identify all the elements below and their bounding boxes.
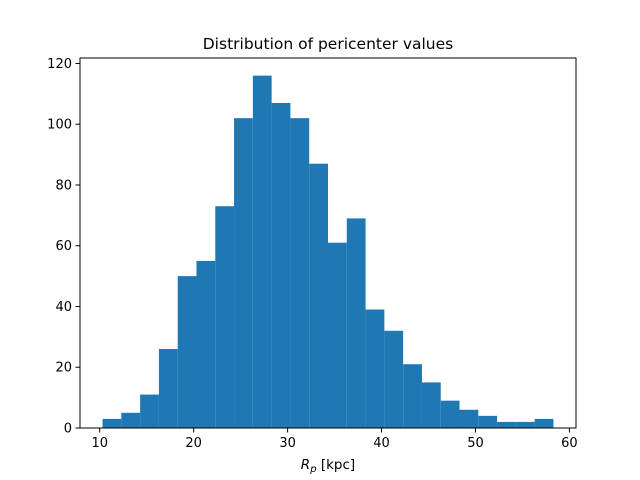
y-tick-label: 100	[47, 118, 72, 133]
x-axis-label-symbol: R	[301, 457, 310, 473]
histogram-bar	[196, 260, 216, 428]
histogram-bar	[534, 418, 554, 428]
x-axis-ticks: 10 20 30 40 50 60	[91, 428, 578, 451]
y-tick-label: 60	[55, 239, 72, 254]
histogram-bar	[328, 242, 347, 428]
x-tick-label: 10	[91, 436, 108, 451]
y-tick-label: 120	[47, 57, 72, 72]
x-axis-label-subscript: p	[309, 464, 316, 475]
histogram-bar	[158, 349, 178, 428]
histogram-bar	[403, 364, 422, 428]
histogram-bar	[271, 102, 291, 429]
x-axis-label-unit: [kpc]	[317, 457, 356, 473]
histogram-bar	[497, 421, 516, 428]
histogram-bar	[515, 421, 535, 428]
histogram-bars	[102, 75, 554, 429]
histogram-bar	[177, 276, 197, 428]
chart-title: Distribution of pericenter values	[203, 35, 453, 53]
y-tick-label: 20	[55, 361, 72, 376]
histogram-bar	[384, 330, 404, 428]
x-tick-label: 20	[185, 436, 202, 451]
histogram-bar	[121, 412, 141, 428]
histogram-bar	[478, 415, 498, 428]
histogram-bar	[290, 118, 310, 429]
histogram-bar	[252, 75, 272, 429]
y-tick-label: 40	[55, 300, 72, 315]
histogram-bar	[102, 418, 122, 428]
x-tick-label: 30	[279, 436, 296, 451]
x-tick-label: 60	[561, 436, 578, 451]
histogram-bar	[215, 206, 235, 428]
plot-frame	[79, 57, 577, 429]
histogram-bar	[309, 163, 328, 428]
y-tick-label: 80	[55, 178, 72, 193]
y-tick-label: 0	[64, 422, 72, 437]
x-tick-label: 40	[373, 436, 390, 451]
x-tick-label: 50	[467, 436, 484, 451]
histogram-bar	[421, 382, 441, 428]
histogram-bar	[140, 394, 159, 428]
y-axis-ticks: 0 20 40 60 80 100 120	[47, 57, 80, 437]
histogram-bar	[459, 409, 479, 428]
histogram-bar	[346, 218, 366, 428]
histogram-bar	[365, 309, 385, 428]
x-axis-label: Rp [kpc]	[301, 457, 355, 475]
histogram-bar	[234, 118, 253, 429]
histogram-bar	[440, 400, 460, 428]
